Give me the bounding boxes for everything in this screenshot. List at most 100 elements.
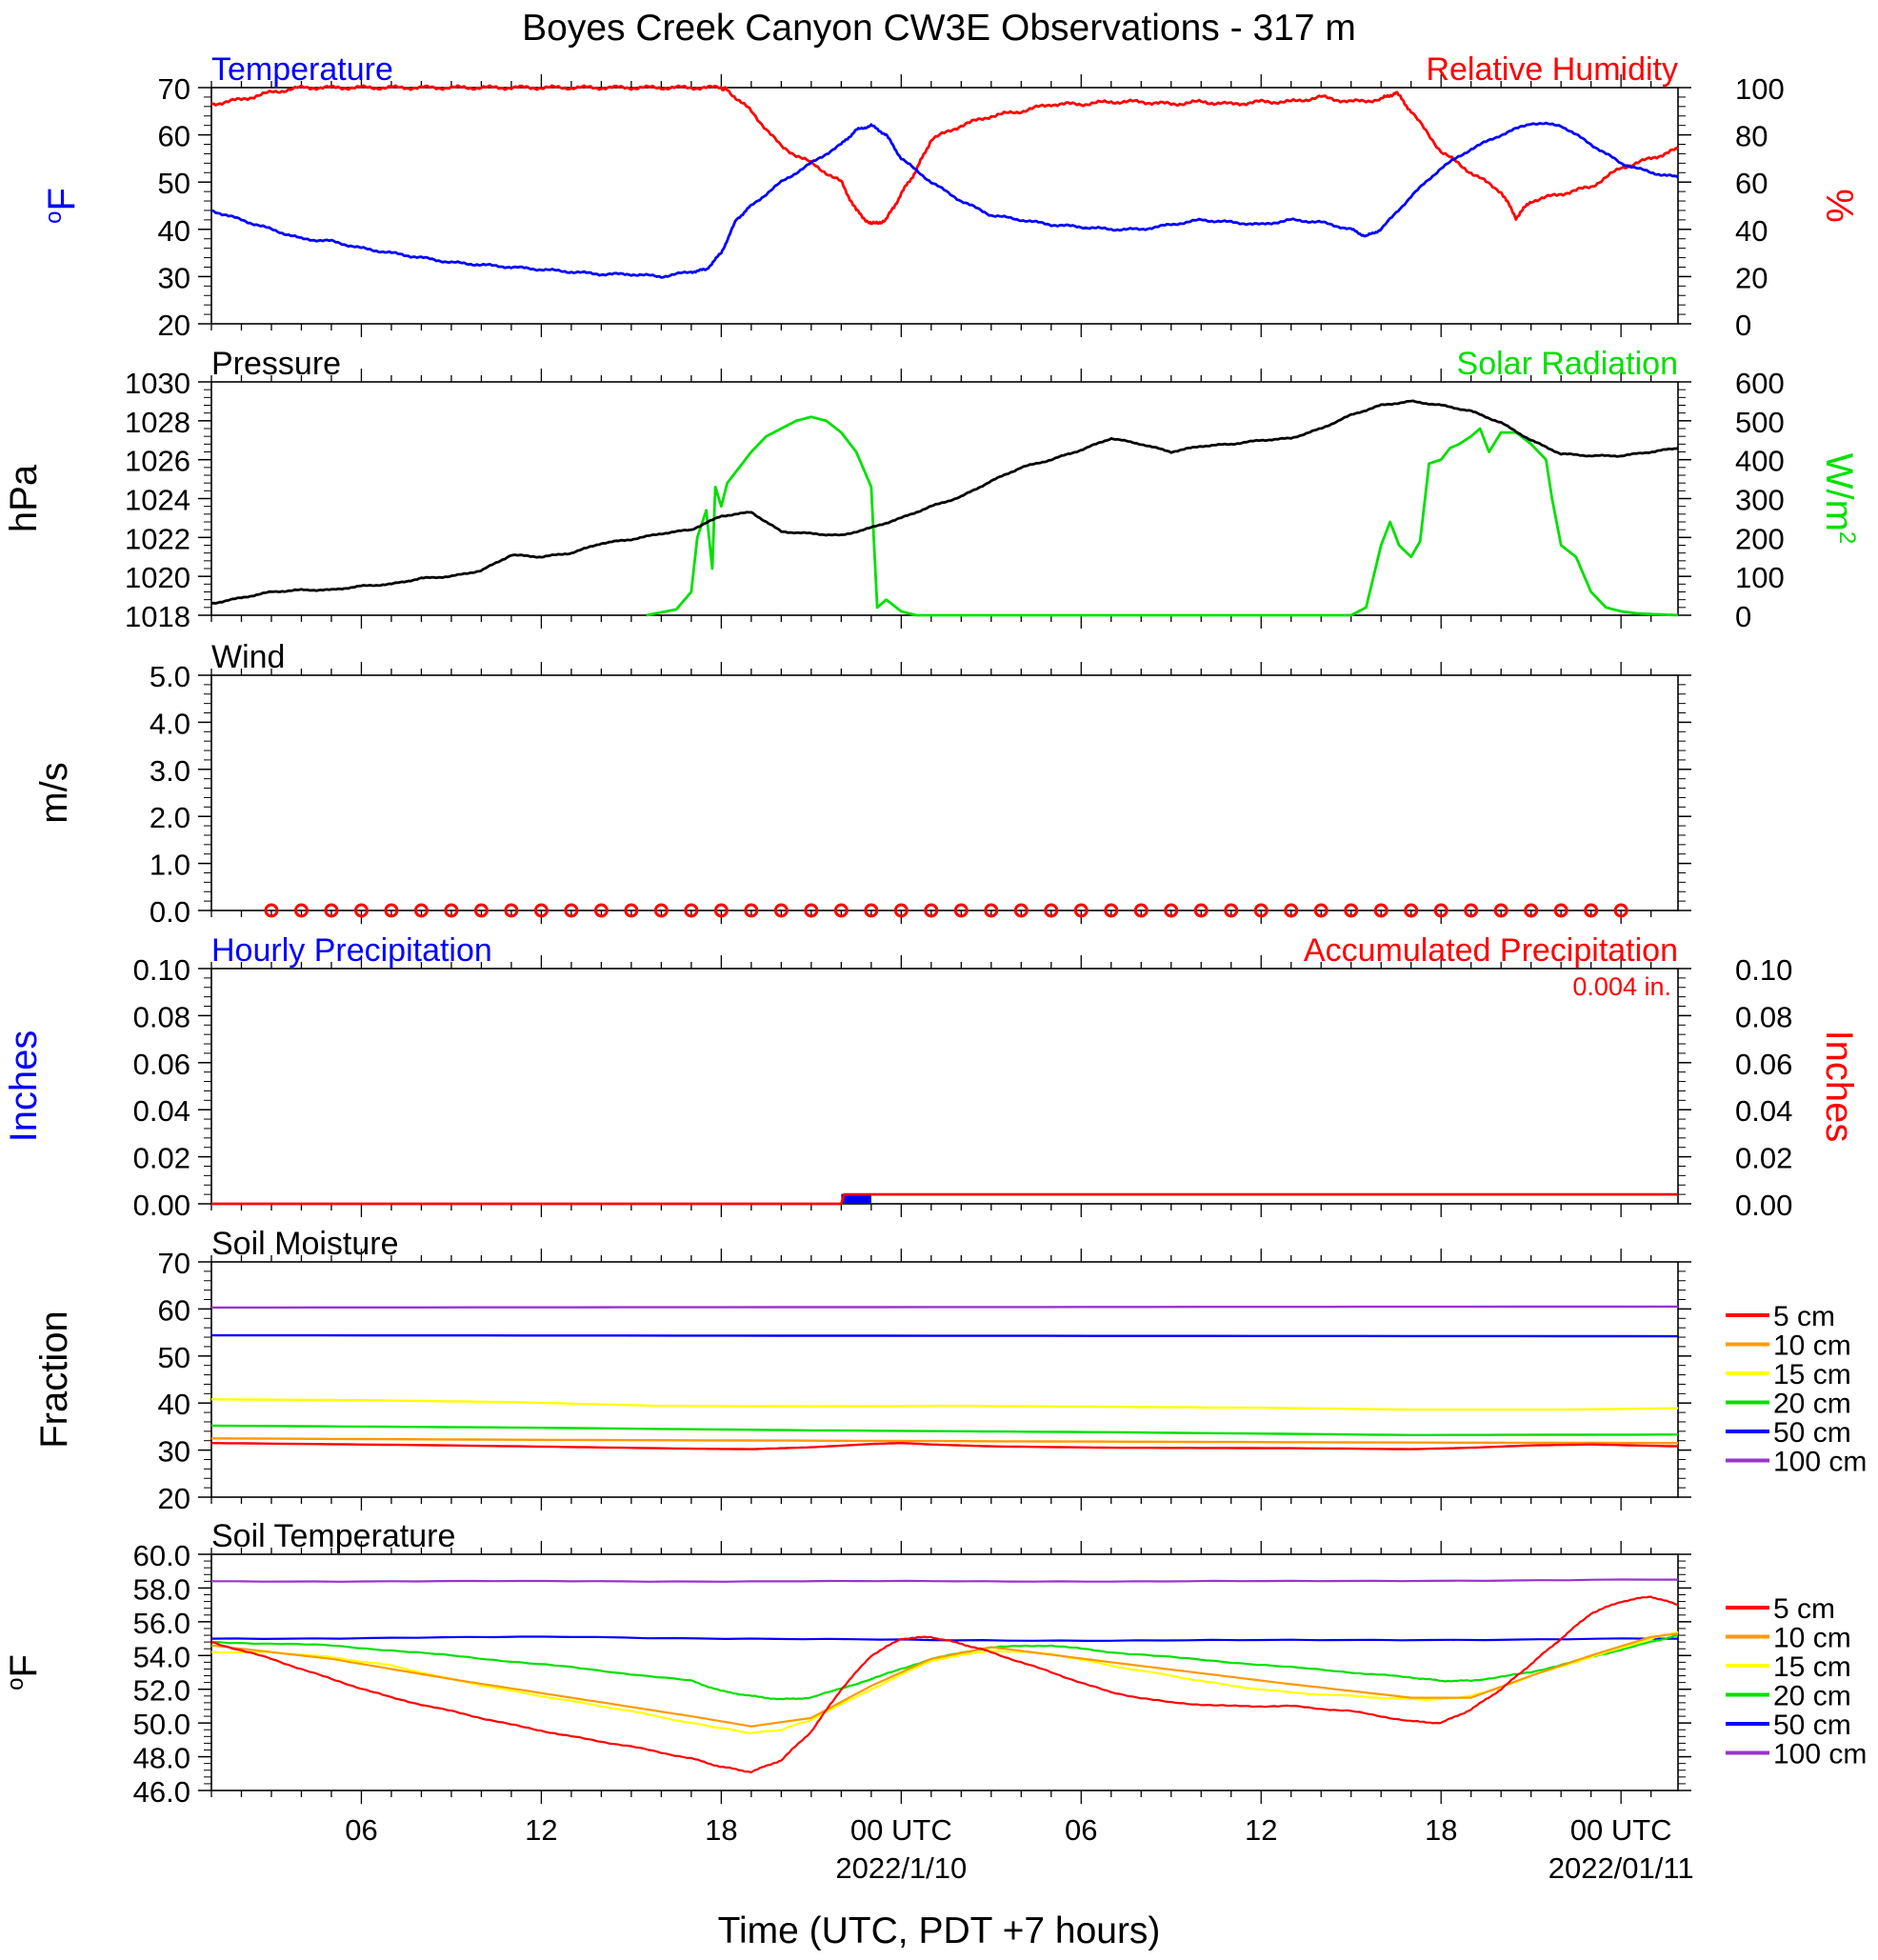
p4-ytick-label-left: 0.04	[133, 1094, 190, 1128]
wind-point	[1373, 903, 1389, 918]
wind-point	[1433, 903, 1448, 918]
p3-ytick-label-left: 5.0	[150, 660, 190, 693]
x-tick-label: 06	[345, 1813, 377, 1847]
p6-legend-label: 20 cm	[1773, 1681, 1851, 1712]
soil-moisture-line	[210, 1424, 1678, 1437]
wind-point	[893, 903, 909, 918]
p2-ylabel-right-sup: 2	[1834, 531, 1860, 544]
wind-point	[1193, 903, 1209, 918]
p5-legend-label: 50 cm	[1773, 1417, 1851, 1449]
p3-ytick-label-left: 2.0	[150, 801, 190, 834]
p2-ytick-label-left: 1020	[125, 561, 190, 594]
precip-total-annotation: 0.004 in.	[1572, 972, 1671, 1001]
p1-ytick-label-right: 60	[1735, 167, 1768, 200]
p1-ytick-label-right: 100	[1735, 72, 1785, 106]
p3-ytick-label-left: 1.0	[150, 849, 190, 882]
x-date-label: 2022/1/10	[835, 1851, 967, 1885]
p6-ytick-label-left: 48.0	[133, 1742, 190, 1775]
p1-ylabel-left-main: F	[41, 188, 83, 210]
p5-legend-label: 10 cm	[1773, 1330, 1851, 1362]
p1-ytick-label-left: 50	[158, 167, 190, 200]
soil-temperature-line	[210, 1633, 1679, 1701]
p1-ytick-label-left: 20	[158, 309, 190, 342]
wind-point	[1584, 903, 1599, 918]
p5-ytick-label-left: 50	[158, 1341, 190, 1374]
p2-ytick-label-left: 1028	[125, 406, 190, 439]
panel-precipitation: 0.00 0.02 0.04 0.06 0.08 0.10 0.00 0.02 0.04 0.06…	[3, 932, 1860, 1222]
p2-ytick-label-right: 0	[1735, 600, 1751, 633]
p5-title-left: Soil Moisture	[211, 1226, 399, 1262]
wind-point	[533, 903, 549, 918]
p6-ytick-label-left: 50.0	[133, 1708, 190, 1741]
wind-point	[624, 903, 639, 918]
wind-point	[444, 903, 459, 918]
p2-ytick-label-right: 200	[1735, 522, 1785, 555]
p4-ytick-label-right: 0.00	[1735, 1189, 1792, 1222]
solar-radiation-line	[646, 415, 1679, 617]
p6-legend-label: 15 cm	[1773, 1651, 1851, 1683]
wind-point	[1073, 903, 1089, 918]
x-tick-label: 00 UTC	[850, 1813, 952, 1847]
p4-title-left: Hourly Precipitation	[211, 932, 492, 969]
p3-ylabel-left: m/s	[33, 762, 75, 823]
soil-temperature-line	[210, 1635, 1678, 1643]
wind-point	[773, 903, 789, 918]
pressure-line	[210, 399, 1679, 606]
wind-point	[1224, 903, 1239, 918]
p1-title-left: Temperature	[211, 51, 393, 88]
soil-temperature-line	[211, 1630, 1679, 1735]
wind-point	[353, 903, 369, 918]
x-tick-label: 18	[1425, 1813, 1457, 1847]
wind-point	[1104, 903, 1119, 918]
p2-title-right: Solar Radiation	[1457, 346, 1678, 382]
p1-ytick-label-right: 80	[1735, 120, 1768, 153]
soil-moisture-line	[210, 1441, 1679, 1450]
p2-frame	[210, 381, 1679, 616]
p2-ylabel-right: W/m2	[1818, 453, 1860, 545]
wind-point	[1133, 903, 1149, 918]
wind-point	[1344, 903, 1359, 918]
p6-ylabel-left-main: F	[3, 1654, 45, 1677]
wind-point	[384, 903, 399, 918]
p1-title-right: Relative Humidity	[1426, 51, 1678, 88]
p5-ytick-label-left: 20	[158, 1482, 190, 1515]
wind-point	[1013, 903, 1029, 918]
wind-point	[504, 903, 519, 918]
temperature-line	[210, 121, 1679, 279]
p5-ytick-label-left: 70	[158, 1247, 190, 1280]
p1-ytick-label-right: 40	[1735, 214, 1768, 248]
p6-ytick-label-left: 58.0	[133, 1572, 190, 1606]
p6-legend-label: 100 cm	[1773, 1739, 1867, 1770]
p1-ylabel-left: oF	[41, 188, 83, 224]
p2-ylabel-right-main: W/m	[1818, 453, 1860, 531]
soil-moisture-line	[210, 1437, 1678, 1445]
p1-ytick-label-left: 30	[158, 261, 190, 294]
wind-point	[1044, 903, 1059, 918]
p2-ytick-label-left: 1018	[125, 600, 190, 633]
p6-legend-label: 5 cm	[1773, 1593, 1835, 1625]
p6-ytick-label-left: 52.0	[133, 1674, 190, 1708]
p2-ytick-label-left: 1026	[125, 445, 190, 478]
x-axis-label: Time (UTC, PDT +7 hours)	[718, 1910, 1161, 1951]
accumulated-precip-line	[211, 1192, 1678, 1206]
p4-ytick-label-right: 0.10	[1735, 953, 1792, 987]
wind-point	[1313, 903, 1329, 918]
p4-ytick-label-right: 0.06	[1735, 1048, 1792, 1081]
p2-ytick-label-right: 400	[1735, 445, 1785, 478]
p2-ytick-label-right: 100	[1735, 561, 1785, 594]
wind-point	[833, 903, 849, 918]
wind-point	[1404, 903, 1419, 918]
p6-ytick-label-left: 46.0	[133, 1775, 190, 1809]
wind-point	[1613, 903, 1628, 918]
wind-point	[924, 903, 939, 918]
wind-point	[1164, 903, 1179, 918]
x-tick-label: 12	[1245, 1813, 1277, 1847]
soil-moisture-line	[211, 1305, 1679, 1310]
wind-point	[804, 903, 819, 918]
p2-ytick-label-left: 1022	[125, 522, 190, 555]
wind-point	[1553, 903, 1568, 918]
p4-ytick-label-left: 0.08	[133, 1000, 190, 1033]
p3-ytick-label-left: 0.0	[150, 895, 190, 929]
